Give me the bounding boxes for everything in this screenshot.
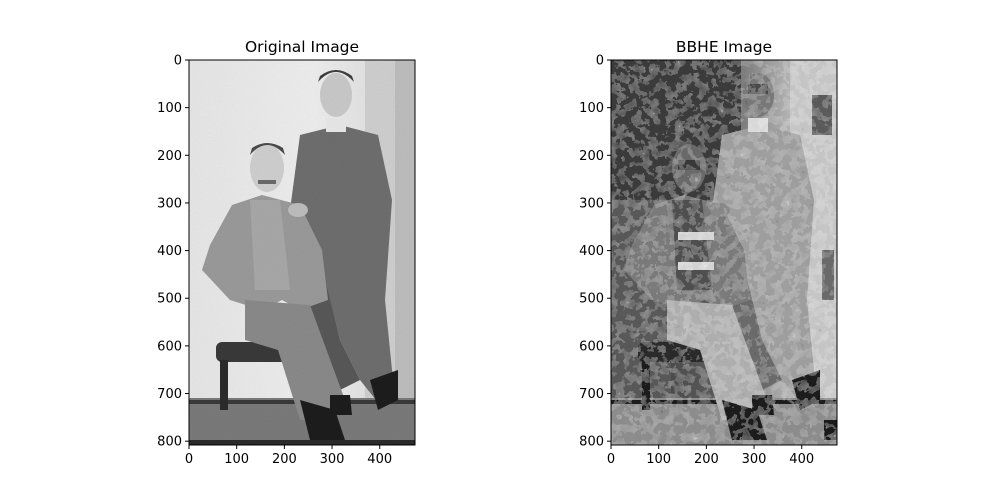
panel-title: Original Image — [245, 38, 359, 56]
x-tick-label: 100 — [646, 452, 671, 467]
original-image — [189, 60, 415, 445]
bbhe-image — [611, 60, 837, 445]
axes-ticks: 0 100 200 300 400 0 100 200 300 400 500 600 700 800 — [157, 54, 392, 468]
x-tick-label: 200 — [272, 452, 297, 467]
y-tick-label: 200 — [157, 149, 182, 164]
x-tick-label: 100 — [224, 452, 249, 467]
x-tick-label: 300 — [320, 452, 345, 467]
y-tick-label: 800 — [157, 435, 182, 450]
y-tick-label: 800 — [579, 435, 604, 450]
y-tick-label: 500 — [579, 292, 604, 307]
x-tick-label: 0 — [607, 452, 615, 467]
y-tick-label: 0 — [174, 54, 182, 69]
panel-title: BBHE Image — [676, 38, 772, 56]
x-tick-label: 300 — [742, 452, 767, 467]
x-tick-label: 400 — [367, 452, 392, 467]
y-tick-label: 300 — [157, 196, 182, 211]
y-tick-label: 600 — [157, 339, 182, 354]
x-tick-label: 0 — [185, 452, 193, 467]
y-tick-label: 400 — [579, 244, 604, 259]
y-tick-label: 200 — [579, 149, 604, 164]
axes-frame — [610, 59, 838, 446]
y-tick-label: 0 — [596, 54, 604, 69]
y-tick-label: 600 — [579, 339, 604, 354]
y-tick-label: 100 — [157, 101, 182, 116]
x-tick-label: 400 — [789, 452, 814, 467]
panel-original: Original Image — [157, 38, 416, 468]
y-tick-label: 400 — [157, 244, 182, 259]
y-tick-label: 500 — [157, 292, 182, 307]
axes-ticks: 0 100 200 300 400 0 100 200 300 400 500 600 700 800 — [579, 54, 814, 468]
y-tick-label: 700 — [579, 387, 604, 402]
axes-frame — [188, 59, 416, 446]
y-tick-label: 300 — [579, 196, 604, 211]
y-tick-label: 700 — [157, 387, 182, 402]
panel-bbhe: BBHE Image — [579, 38, 838, 468]
x-tick-label: 200 — [694, 452, 719, 467]
y-tick-label: 100 — [579, 101, 604, 116]
